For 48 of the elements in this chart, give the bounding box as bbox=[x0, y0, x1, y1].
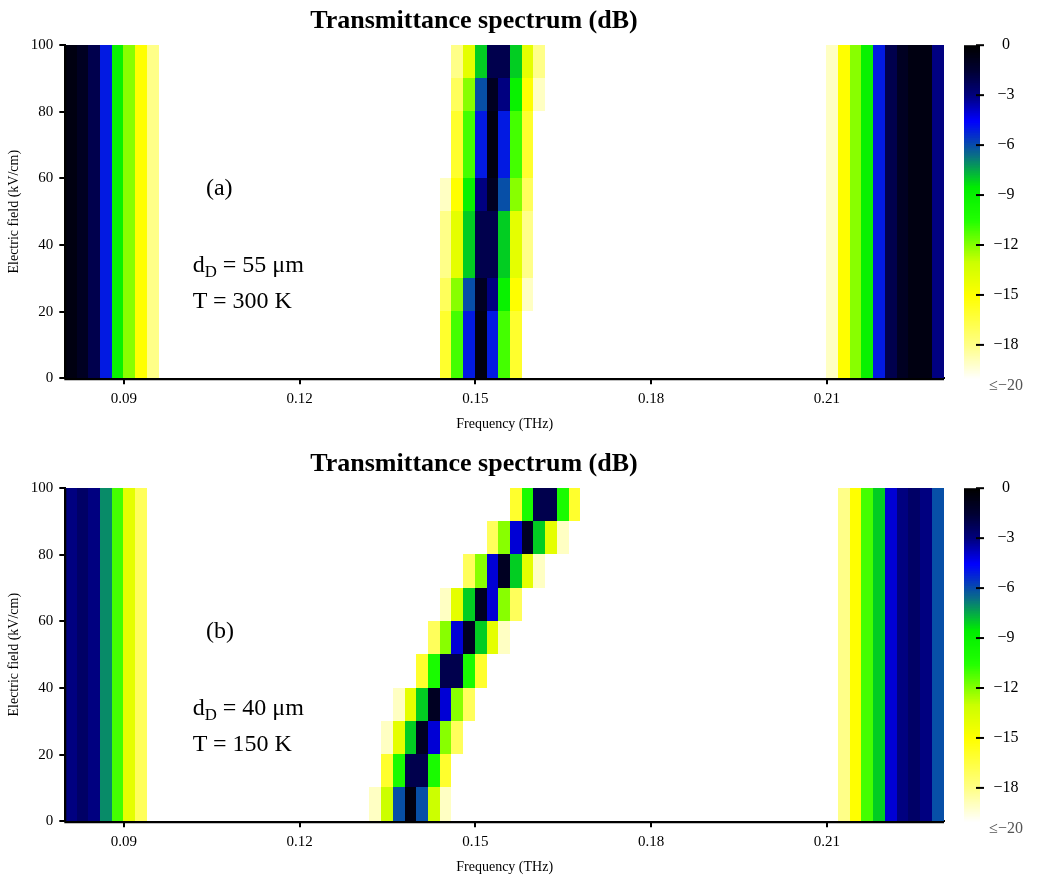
x-axis-title: Frequency (THz) bbox=[456, 859, 554, 876]
x-tick-label: 0.21 bbox=[813, 390, 840, 407]
x-tick-label: 0.12 bbox=[286, 833, 313, 850]
x-tick-label: 0.09 bbox=[110, 833, 138, 850]
color-bar-label: −6 bbox=[997, 578, 1015, 596]
color-bar-label: −6 bbox=[997, 135, 1015, 153]
annotation: T = 150 K bbox=[192, 730, 293, 757]
y-tick-label: 40 bbox=[38, 678, 54, 695]
color-bar-label: −15 bbox=[993, 728, 1019, 746]
x-axis-title: Frequency (THz) bbox=[456, 416, 554, 433]
y-tick-label: 80 bbox=[38, 545, 54, 562]
y-tick-label: 80 bbox=[38, 102, 54, 119]
x-tick-label: 0.18 bbox=[637, 833, 665, 850]
x-tick-label: 0.12 bbox=[286, 390, 313, 407]
annotation: (b) bbox=[205, 617, 234, 644]
color-bar-label: −12 bbox=[993, 678, 1019, 696]
color-bar-label: −12 bbox=[993, 235, 1019, 253]
x-tick-label: 0.15 bbox=[462, 833, 489, 850]
chart-title: Transmittance spectrum (dB) bbox=[310, 448, 638, 478]
y-tick-label: 60 bbox=[38, 612, 54, 629]
y-axis-title: Electric field (kV/cm) bbox=[6, 149, 23, 274]
color-bar-label: ≤−20 bbox=[989, 819, 1023, 837]
color-bar-label: −18 bbox=[993, 335, 1019, 353]
color-bar-label: −3 bbox=[997, 528, 1015, 546]
x-tick-label: 0.09 bbox=[110, 390, 138, 407]
x-tick-label: 0.18 bbox=[637, 390, 665, 407]
y-tick-label: 0 bbox=[45, 369, 54, 386]
y-tick-label: 40 bbox=[38, 235, 54, 252]
color-bar-label: −3 bbox=[997, 85, 1015, 103]
chart-title: Transmittance spectrum (dB) bbox=[310, 5, 638, 35]
annotation: (a) bbox=[205, 174, 233, 201]
y-tick-label: 100 bbox=[30, 36, 54, 53]
color-bar-label: −9 bbox=[997, 628, 1015, 646]
y-axis-title: Electric field (kV/cm) bbox=[6, 592, 23, 717]
color-bar-label: 0 bbox=[1002, 478, 1010, 496]
y-tick-label: 0 bbox=[45, 812, 54, 829]
color-bar-label: ≤−20 bbox=[989, 376, 1023, 394]
color-bar-label: −15 bbox=[993, 285, 1019, 303]
y-tick-label: 100 bbox=[30, 479, 54, 496]
color-bar-label: −9 bbox=[997, 185, 1015, 203]
x-tick-label: 0.21 bbox=[813, 833, 840, 850]
x-tick-label: 0.15 bbox=[462, 390, 489, 407]
y-tick-label: 20 bbox=[38, 745, 54, 762]
color-bar-label: −18 bbox=[993, 778, 1019, 796]
color-bar-label: 0 bbox=[1002, 35, 1010, 53]
y-tick-label: 60 bbox=[38, 169, 54, 186]
annotation: T = 300 K bbox=[192, 287, 293, 314]
y-tick-label: 20 bbox=[38, 302, 54, 319]
